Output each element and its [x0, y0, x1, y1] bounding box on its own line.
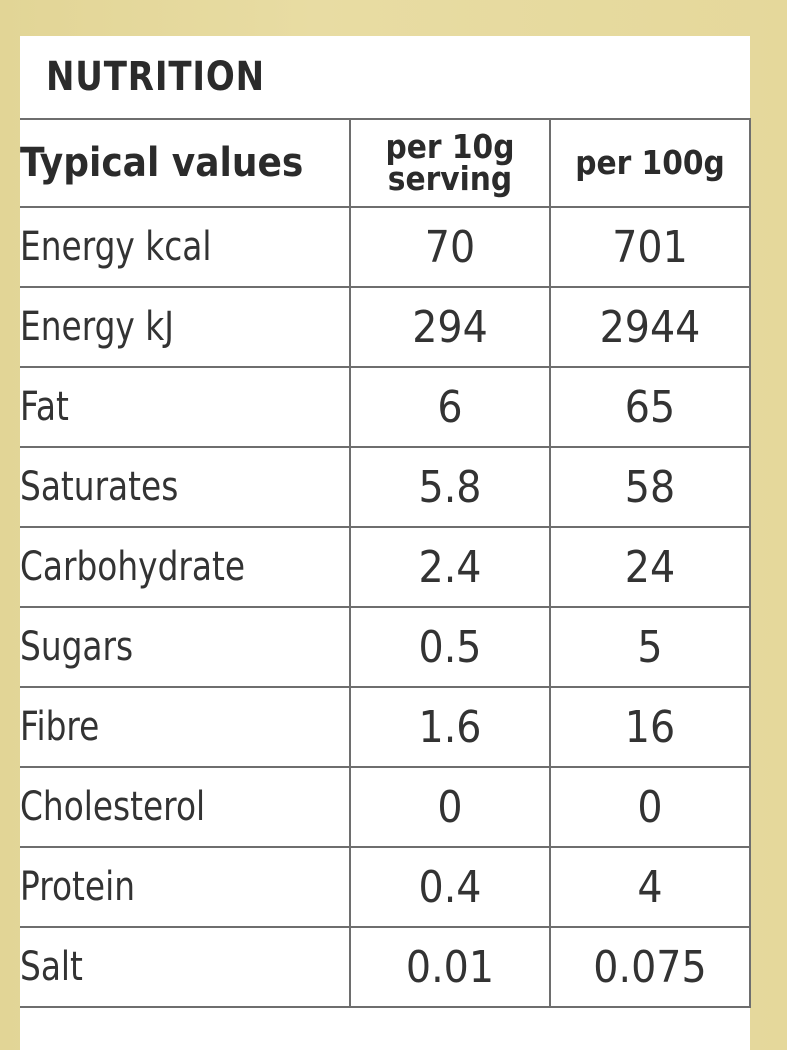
per-100g-value: 16 [549, 686, 751, 768]
table-header-row: Typical values per 10g serving per 100g [20, 118, 751, 208]
per-100g-value: 65 [549, 366, 751, 448]
header-per-serving-line2: serving [387, 159, 513, 198]
per-serving-value: 0.4 [349, 846, 551, 928]
nutrient-name: Protein [20, 846, 351, 928]
nutrient-name: Fat [20, 366, 351, 448]
per-serving-value: 1.6 [349, 686, 551, 768]
header-per-serving: per 10g serving [349, 118, 551, 208]
table-row: Salt 0.01 0.075 [20, 926, 751, 1008]
per-serving-value: 0.5 [349, 606, 551, 688]
table-row: Carbohydrate 2.4 24 [20, 526, 751, 608]
table-row: Protein 0.4 4 [20, 846, 751, 928]
table-row: Sugars 0.5 5 [20, 606, 751, 688]
per-serving-value: 0 [349, 766, 551, 848]
per-serving-value: 70 [349, 206, 551, 288]
nutrient-name: Saturates [20, 446, 351, 528]
nutrient-name: Fibre [20, 686, 351, 768]
table-row: Saturates 5.8 58 [20, 446, 751, 528]
table-row: Fat 6 65 [20, 366, 751, 448]
per-serving-value: 6 [349, 366, 551, 448]
per-100g-value: 24 [549, 526, 751, 608]
header-per-100g: per 100g [549, 118, 751, 208]
table-row: Fibre 1.6 16 [20, 686, 751, 768]
per-100g-value: 0.075 [549, 926, 751, 1008]
table-row: Energy kcal 70 701 [20, 206, 751, 288]
per-100g-value: 2944 [549, 286, 751, 368]
per-serving-value: 2.4 [349, 526, 551, 608]
nutrient-name: Sugars [20, 606, 351, 688]
table-row: Energy kJ 294 2944 [20, 286, 751, 368]
per-serving-value: 294 [349, 286, 551, 368]
table-row: Cholesterol 0 0 [20, 766, 751, 848]
nutrient-name: Energy kJ [20, 286, 351, 368]
per-100g-value: 5 [549, 606, 751, 688]
per-serving-value: 5.8 [349, 446, 551, 528]
per-100g-value: 0 [549, 766, 751, 848]
nutrition-table: Typical values per 10g serving per 100g … [20, 118, 751, 1008]
header-per-serving-line1: per 10g [385, 127, 515, 166]
nutrient-name: Salt [20, 926, 351, 1008]
per-100g-value: 4 [549, 846, 751, 928]
header-typical-values: Typical values [20, 118, 351, 208]
per-serving-value: 0.01 [349, 926, 551, 1008]
nutrient-name: Carbohydrate [20, 526, 351, 608]
nutrition-title: NUTRITION [46, 54, 265, 100]
per-100g-value: 58 [549, 446, 751, 528]
nutrient-name: Energy kcal [20, 206, 351, 288]
nutrient-name: Cholesterol [20, 766, 351, 848]
per-100g-value: 701 [549, 206, 751, 288]
nutrition-label: NUTRITION Typical values per 10g serving… [20, 36, 751, 1050]
